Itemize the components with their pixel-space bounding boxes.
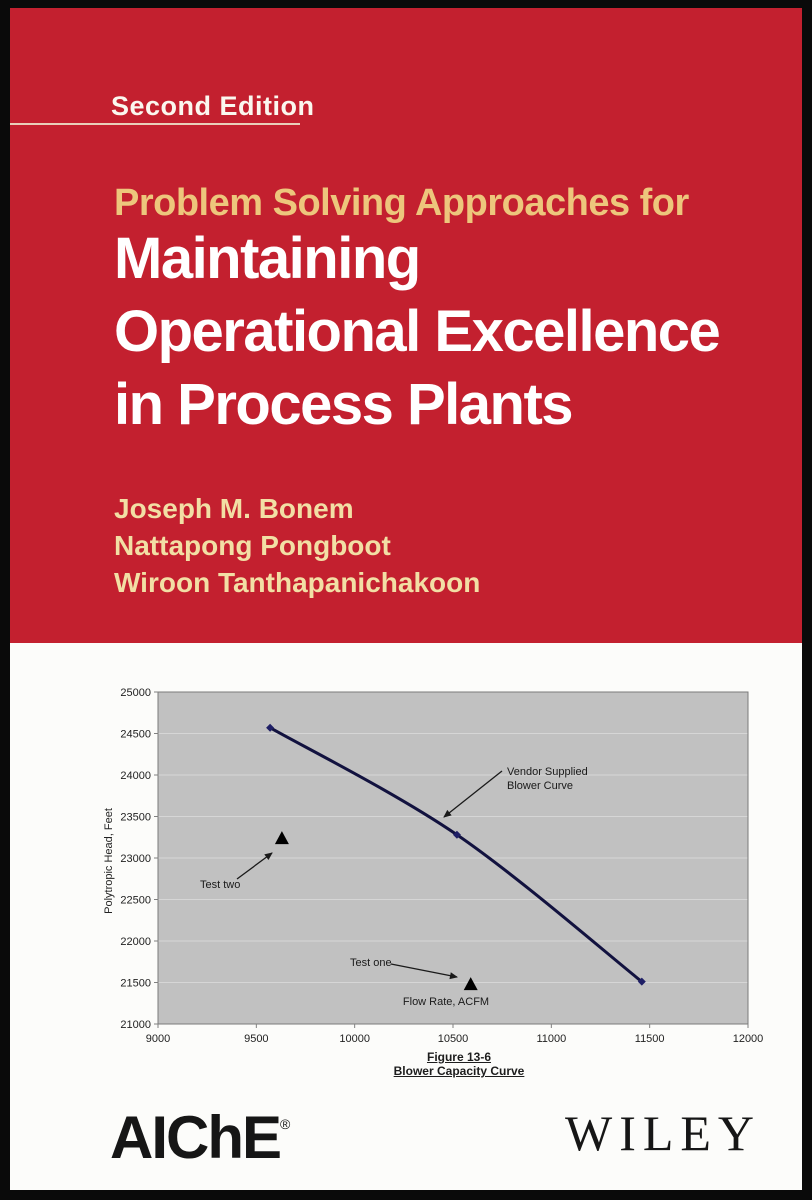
title-line-3: in Process Plants — [114, 372, 574, 437]
aiche-logo: AIChE® — [110, 1102, 290, 1168]
y-tick-label: 21000 — [120, 1019, 151, 1031]
x-axis-title: Flow Rate, ACFM — [403, 996, 489, 1008]
author-name-2: Nattapong Pongboot — [114, 530, 391, 561]
figure-caption-number: Figure 13-6 — [426, 1050, 492, 1064]
annotation-vendor-line1: Vendor Supplied — [507, 766, 588, 778]
curve-point-marker — [637, 977, 646, 986]
blower-capacity-chart: 25000 24500 24000 23500 23000 22500 22000 21500… — [103, 687, 763, 1045]
author-list: Joseph M. Bonem Nattapong Pongboot Wiroo… — [114, 490, 480, 601]
book-cover: Second Edition Problem Solving Approache… — [10, 8, 802, 1190]
figure-caption-title: Blower Capacity Curve — [393, 1064, 525, 1078]
title-kicker: Problem Solving Approaches for — [114, 182, 689, 224]
y-tick-label: 23500 — [120, 812, 151, 824]
title-line-1: Maintaining — [114, 226, 421, 291]
curve-point-marker — [266, 723, 275, 732]
annotation-test-two-label: Test two — [200, 879, 240, 891]
x-tick-label: 9000 — [146, 1033, 170, 1045]
annotation-test-two: Test two — [200, 852, 273, 891]
title-line-2: Operational Excellence — [114, 299, 721, 364]
y-tick-label: 24500 — [120, 729, 151, 741]
annotation-test-two-arrow — [236, 852, 273, 880]
figure-caption: Figure 13-6 Blower Capacity Curve — [349, 1050, 569, 1078]
wiley-logo: WILEY — [565, 1105, 762, 1161]
edition-label: Second Edition — [111, 91, 315, 121]
red-cover-panel: Second Edition Problem Solving Approache… — [10, 8, 802, 643]
annotation-vendor-line2: Blower Curve — [507, 780, 573, 792]
y-tick-label: 25000 — [120, 687, 151, 699]
author-name-3: Wiroon Tanthapanichakoon — [114, 567, 481, 598]
curve-point-marker — [452, 830, 461, 839]
data-series — [266, 723, 646, 991]
axis-ticks: 25000 24500 24000 23500 23000 22500 22000 21500… — [120, 687, 763, 1045]
y-tick-label: 24000 — [120, 770, 151, 782]
x-tick-label: 11500 — [635, 1033, 665, 1045]
y-tick-label: 21500 — [120, 978, 151, 990]
test-point-marker — [463, 977, 478, 991]
aiche-wordmark: AIChE — [110, 1104, 282, 1171]
annotation-test-one: Test one — [350, 957, 458, 980]
x-tick-label: 12000 — [733, 1033, 764, 1045]
y-axis-title: Polytropic Head, Feet — [103, 808, 115, 914]
edition-underline — [10, 123, 300, 125]
annotation-vendor-curve: Vendor Supplied Blower Curve — [443, 766, 588, 818]
book-title: Maintaining Operational Excellence in Pr… — [114, 222, 721, 441]
author-name-1: Joseph M. Bonem — [114, 493, 354, 524]
test-point-marker — [274, 831, 289, 845]
y-tick-label: 22000 — [120, 936, 151, 948]
registered-trademark-icon: ® — [280, 1116, 291, 1132]
y-tick-label: 22500 — [120, 895, 151, 907]
annotation-test-one-arrow — [390, 963, 458, 980]
x-tick-label: 11000 — [536, 1033, 566, 1045]
annotation-test-one-label: Test one — [350, 957, 392, 969]
x-tick-label: 9500 — [244, 1033, 268, 1045]
y-tick-label: 23000 — [120, 853, 151, 865]
annotation-vendor-arrow — [443, 770, 503, 818]
x-tick-label: 10000 — [339, 1033, 370, 1045]
x-tick-label: 10500 — [438, 1033, 469, 1045]
